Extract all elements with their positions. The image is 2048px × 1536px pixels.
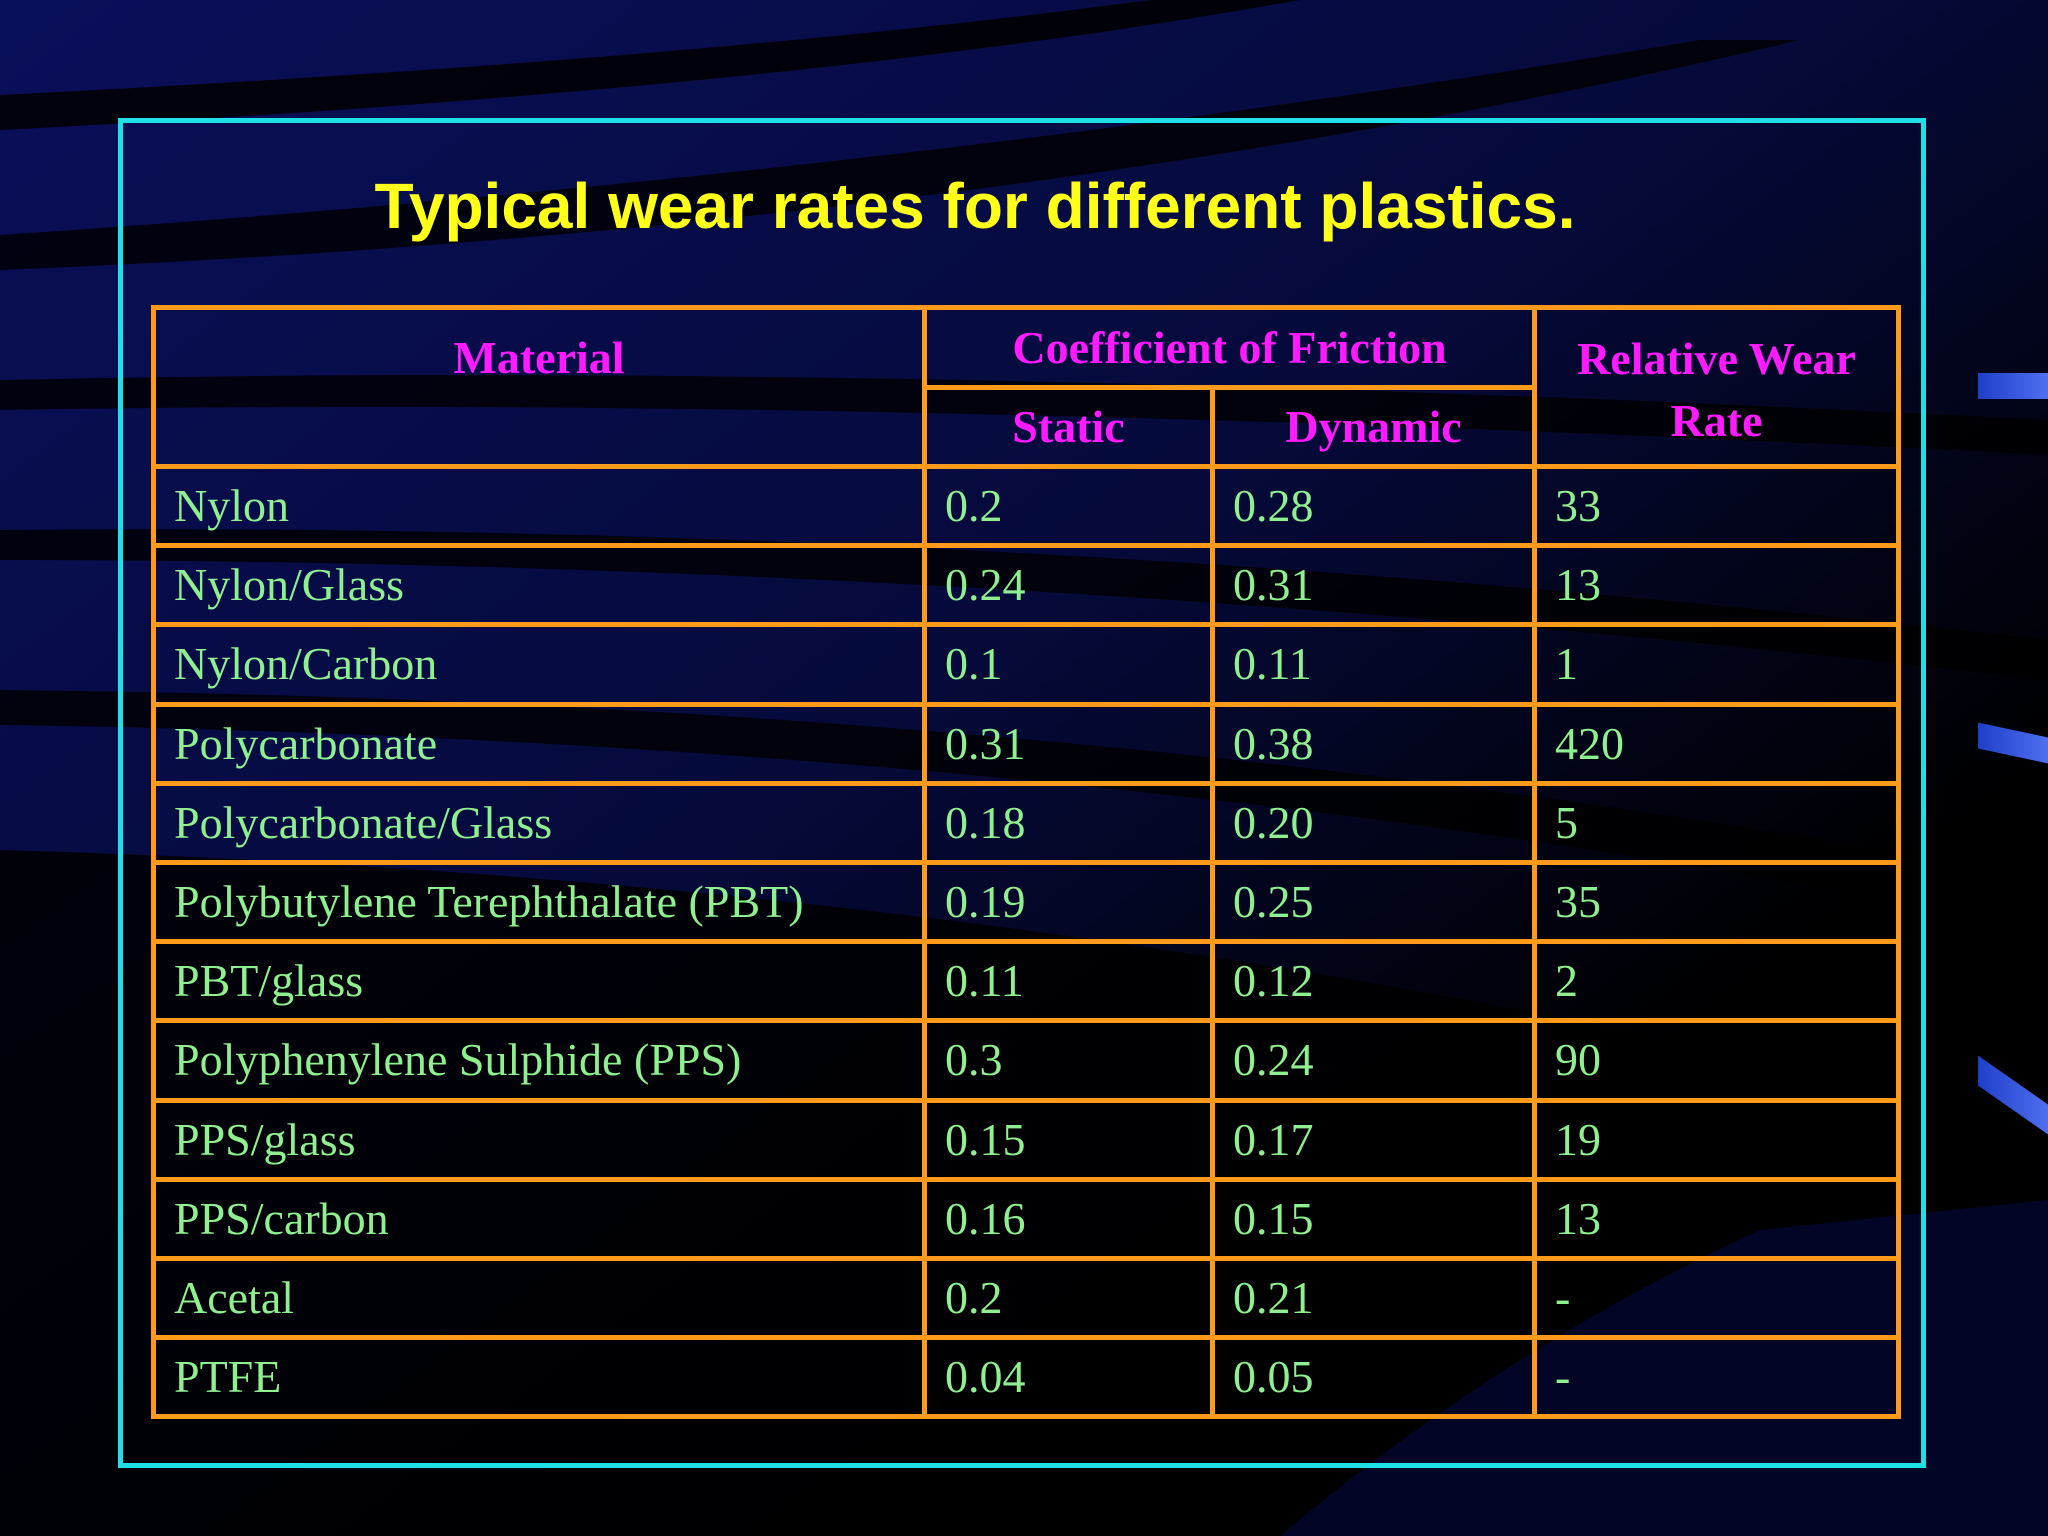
cell-wear-rate: 35: [1532, 859, 1902, 945]
cell-material: PPS/glass: [151, 1097, 927, 1182]
table-row: Nylon/Carbon 0.1 0.11 1: [151, 622, 1902, 707]
cell-dynamic: 0.24: [1209, 1018, 1538, 1103]
cell-dynamic: 0.25: [1209, 859, 1538, 945]
cell-material: Polybutylene Terephthalate (PBT): [151, 859, 927, 945]
cell-static: 0.24: [922, 543, 1215, 628]
table-row: Polybutylene Terephthalate (PBT) 0.19 0.…: [151, 859, 1902, 945]
cell-dynamic: 0.38: [1209, 701, 1538, 786]
cell-static: 0.11: [922, 939, 1215, 1024]
table-row: Polycarbonate/Glass 0.18 0.20 5: [151, 780, 1902, 865]
header-material: Material: [151, 305, 927, 469]
table-row: Acetal 0.2 0.21 -: [151, 1255, 1902, 1341]
table-row: Polycarbonate 0.31 0.38 420: [151, 701, 1902, 786]
cell-material: Polycarbonate/Glass: [151, 780, 927, 865]
cell-wear-rate: 1: [1532, 622, 1902, 707]
cell-dynamic: 0.28: [1209, 463, 1538, 549]
cell-material: Polyphenylene Sulphide (PPS): [151, 1018, 927, 1103]
cell-static: 0.3: [922, 1018, 1215, 1103]
table-row: PTFE 0.04 0.05 -: [151, 1335, 1902, 1420]
cell-wear-rate: 13: [1532, 1176, 1902, 1261]
cell-wear-rate: 2: [1532, 939, 1902, 1024]
cell-material: Nylon/Glass: [151, 543, 927, 628]
cell-wear-rate: -: [1532, 1335, 1902, 1420]
cell-dynamic: 0.20: [1209, 780, 1538, 865]
cell-material: PBT/glass: [151, 939, 927, 1024]
cell-static: 0.19: [922, 859, 1215, 945]
cell-dynamic: 0.15: [1209, 1176, 1538, 1261]
cell-material: Polycarbonate: [151, 701, 927, 786]
cell-static: 0.2: [922, 1255, 1215, 1341]
table-row: PPS/glass 0.15 0.17 19: [151, 1097, 1902, 1182]
cell-dynamic: 0.11: [1209, 622, 1538, 707]
cell-material: PTFE: [151, 1335, 927, 1420]
table-row: Polyphenylene Sulphide (PPS) 0.3 0.24 90: [151, 1018, 1902, 1103]
cell-dynamic: 0.12: [1209, 939, 1538, 1024]
cell-wear-rate: 13: [1532, 543, 1902, 628]
cell-static: 0.16: [922, 1176, 1215, 1261]
cell-dynamic: 0.31: [1209, 543, 1538, 628]
cell-dynamic: 0.17: [1209, 1097, 1538, 1182]
cell-material: PPS/carbon: [151, 1176, 927, 1261]
table-row: PBT/glass 0.11 0.12 2: [151, 939, 1902, 1024]
table-row: PPS/carbon 0.16 0.15 13: [151, 1176, 1902, 1261]
cell-wear-rate: 33: [1532, 463, 1902, 549]
cell-static: 0.31: [922, 701, 1215, 786]
table-subheader-row: Static Dynamic: [154, 385, 1899, 469]
cell-wear-rate: 5: [1532, 780, 1902, 865]
slide-frame: [118, 118, 1926, 1468]
header-coefficient-of-friction: Coefficient of Friction: [921, 305, 1538, 390]
slide-title: Typical wear rates for different plastic…: [374, 170, 1576, 242]
cell-static: 0.1: [922, 622, 1215, 707]
header-relative-wear-rate: Relative Wear Rate: [1532, 305, 1902, 469]
side-accent-bar-1: [1978, 373, 2048, 399]
header-static: Static: [922, 385, 1215, 469]
cell-material: Nylon/Carbon: [151, 622, 927, 707]
table-row: Nylon 0.2 0.28 33: [151, 463, 1902, 549]
cell-static: 0.18: [922, 780, 1215, 865]
cell-material: Nylon: [151, 463, 927, 549]
cell-wear-rate: 19: [1532, 1097, 1902, 1182]
cell-static: 0.15: [922, 1097, 1215, 1182]
cell-dynamic: 0.21: [1209, 1255, 1538, 1341]
cell-static: 0.2: [922, 463, 1215, 549]
table-header-row: Material Coefficient of Friction Relativ…: [151, 305, 1902, 469]
cell-material: Acetal: [151, 1255, 927, 1341]
cell-dynamic: 0.05: [1209, 1335, 1538, 1420]
header-dynamic: Dynamic: [1209, 385, 1538, 469]
wear-rates-table: Material Coefficient of Friction Relativ…: [151, 305, 1902, 1420]
cell-static: 0.04: [922, 1335, 1215, 1420]
cell-wear-rate: 90: [1532, 1018, 1902, 1103]
cell-wear-rate: -: [1532, 1255, 1902, 1341]
table-row: Nylon/Glass 0.24 0.31 13: [151, 543, 1902, 628]
cell-wear-rate: 420: [1532, 701, 1902, 786]
